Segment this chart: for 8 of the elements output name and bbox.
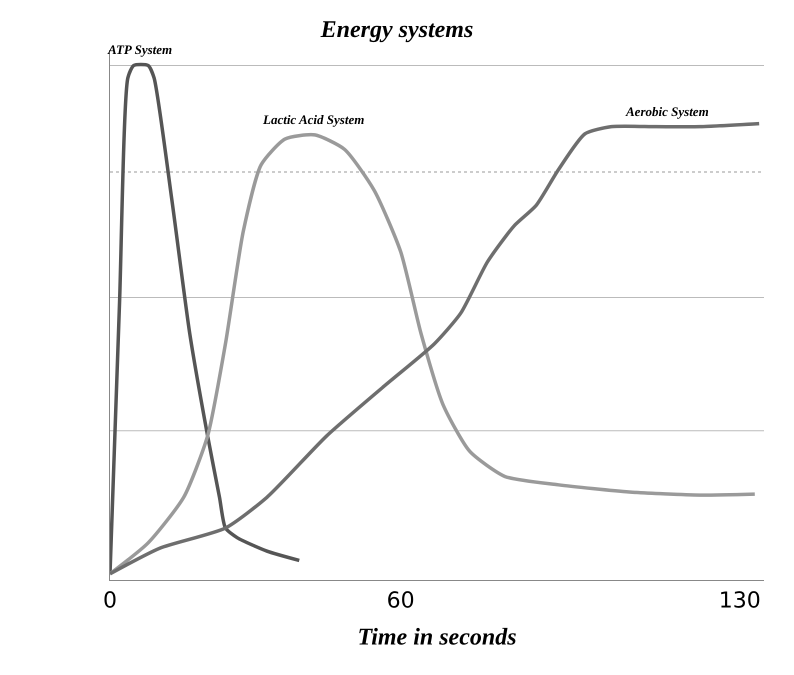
annotation: ATP System: [107, 42, 172, 57]
annotation: Lactic Acid System: [262, 112, 364, 127]
chart-title: Energy systems: [320, 17, 474, 44]
x-tick-label: 60: [386, 588, 415, 614]
annotation: Aerobic System: [625, 104, 709, 119]
x-axis-title: Time in seconds: [357, 624, 517, 651]
x-tick-label: 130: [718, 588, 761, 614]
x-tick-label: 0: [103, 588, 117, 614]
